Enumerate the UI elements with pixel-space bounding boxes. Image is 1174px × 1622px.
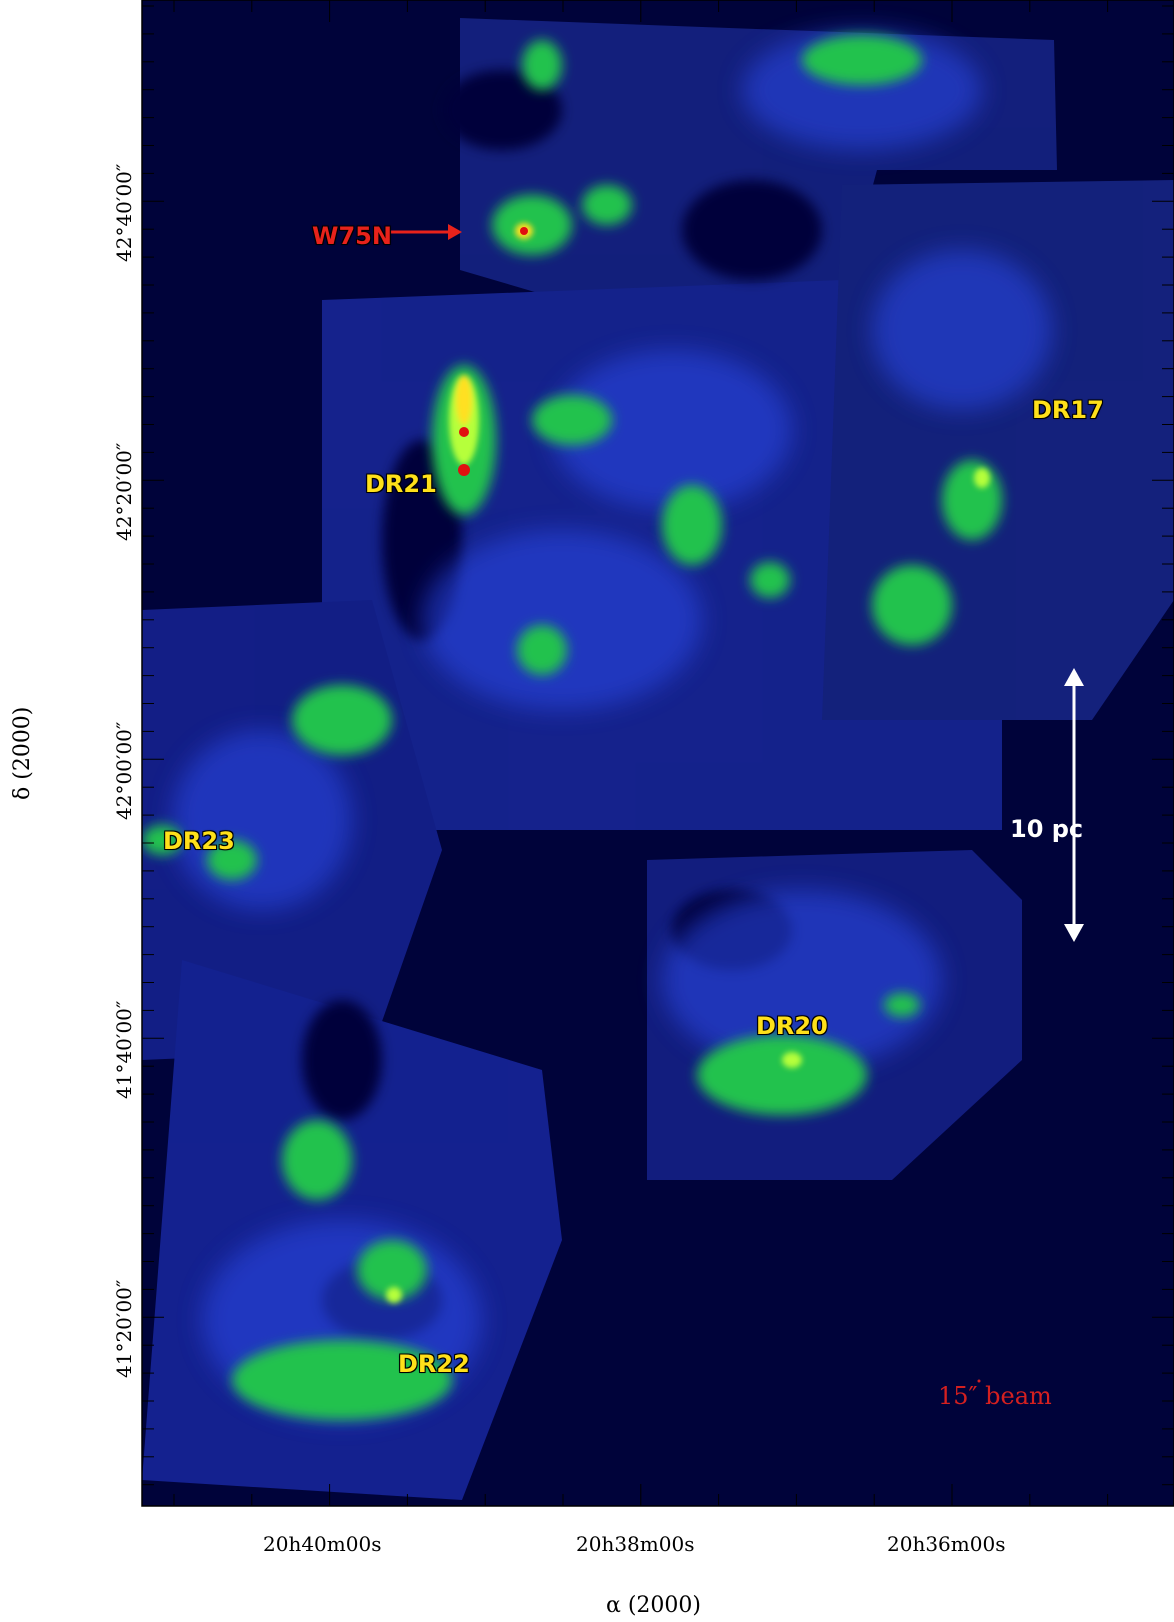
label-dr21: DR21 — [365, 470, 437, 498]
label-w75n: W75N — [312, 222, 392, 250]
y-tick-label-3: 41°40′00″ — [112, 1000, 136, 1099]
beam-label: 15″ beam — [938, 1382, 1052, 1410]
y-tick-label-4: 41°20′00″ — [112, 1279, 136, 1378]
label-dr17: DR17 — [1032, 396, 1104, 424]
emission-map — [142, 18, 1174, 1500]
x-tick-label-2: 20h36m00s — [887, 1532, 1006, 1556]
label-dr23: DR23 — [163, 827, 235, 855]
y-axis-title: δ (2000) — [10, 706, 35, 800]
y-tick-label-1: 42°20′00″ — [112, 442, 136, 541]
x-axis-title: α (2000) — [606, 1593, 702, 1618]
w75n-arrow — [385, 224, 462, 240]
scale-bar-label: 10 pc — [1010, 815, 1084, 843]
x-tick-label-0: 20h40m00s — [263, 1532, 382, 1556]
x-tick-label-1: 20h38m00s — [576, 1532, 695, 1556]
map-frame — [142, 0, 1174, 1506]
label-dr20: DR20 — [756, 1012, 828, 1040]
label-dr22: DR22 — [398, 1350, 470, 1378]
y-tick-label-2: 42°00′00″ — [112, 721, 136, 820]
y-tick-label-0: 42°40′00″ — [112, 163, 136, 262]
